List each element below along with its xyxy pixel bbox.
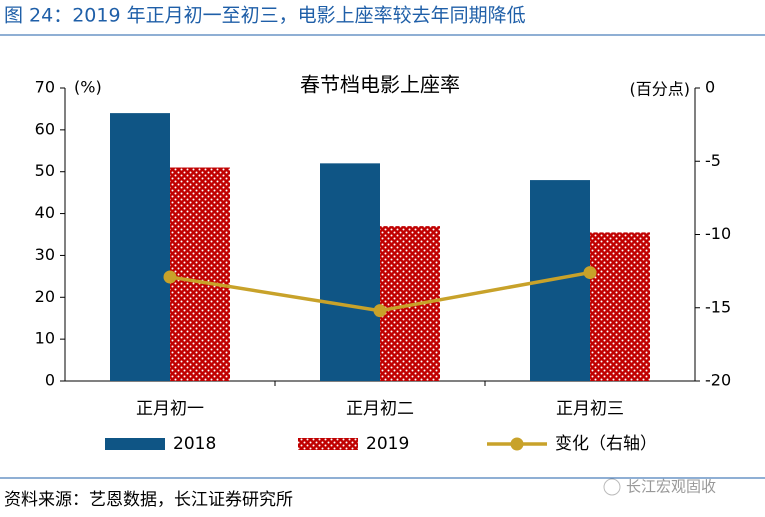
y2-tick-label: -20 [705,371,731,390]
y-tick-label: 60 [35,119,55,138]
y-tick-label: 70 [35,78,55,97]
figure-title: 图 24：2019 年正月初一至初三，电影上座率较去年同期降低 [4,5,526,27]
x-tick-label: 正月初三 [556,399,624,419]
y-tick-label: 30 [35,245,55,264]
y-tick-label: 50 [35,161,55,180]
legend-marker [510,437,524,451]
y2-axis-label: (百分点) [630,80,691,99]
y-tick-label: 10 [35,329,55,348]
y2-tick-label: -15 [705,297,731,316]
x-tick-label: 正月初一 [136,399,204,419]
line-marker [373,304,387,318]
x-tick-label: 正月初二 [346,399,414,419]
watermark-icon [603,478,621,496]
y2-tick-label: 0 [705,78,715,97]
y2-tick-label: -5 [705,151,721,170]
bar [110,113,170,381]
line-marker [583,266,597,280]
legend-swatch [105,438,165,450]
legend-label: 2019 [366,434,409,454]
watermark: 长江宏观固收 [626,478,716,496]
chart-title: 春节档电影上座率 [300,73,460,97]
bar [170,167,230,381]
y-tick-label: 20 [35,287,55,306]
y-tick-label: 40 [35,203,55,222]
bar [320,163,380,381]
legend-label: 变化（右轴） [555,434,657,454]
y-axis-label: (%) [74,78,102,97]
bar [590,232,650,381]
y-tick-label: 0 [45,371,55,390]
legend-swatch [298,438,358,450]
legend-label: 2018 [173,434,216,454]
y2-tick-label: -10 [705,224,731,243]
source-note: 资料来源：艺恩数据，长江证券研究所 [4,490,293,510]
line-marker [163,270,177,284]
